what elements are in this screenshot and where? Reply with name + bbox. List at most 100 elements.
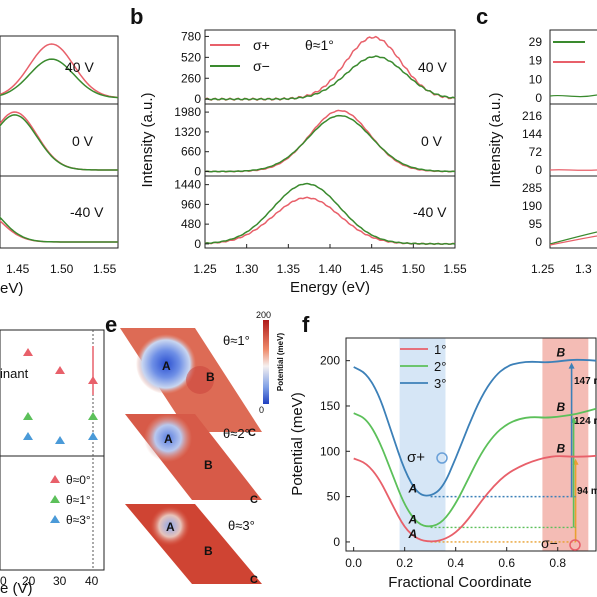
e-map1-site-a: A bbox=[162, 359, 171, 373]
b-ytick-label: 960 bbox=[181, 197, 201, 211]
panel-label-f: f bbox=[302, 312, 310, 337]
b-label-0v: 0 V bbox=[421, 133, 443, 149]
b-label-neg40v: -40 V bbox=[413, 204, 447, 220]
e-map3-site-a: A bbox=[166, 520, 175, 534]
d-text-inant: inant bbox=[0, 366, 29, 381]
b-ytick-label: 0 bbox=[194, 165, 201, 179]
f-site-marker-a-1: A bbox=[408, 527, 418, 541]
panel-e: e A B C θ≈1° A B C θ≈2° A B C θ≈3° bbox=[105, 310, 285, 586]
f-barrier-label-2: 124 m bbox=[574, 416, 597, 427]
b-subplot-frame-2 bbox=[204, 103, 456, 177]
d-marker-red-3 bbox=[88, 376, 98, 384]
a-curve-3-sigma-minus bbox=[0, 216, 118, 243]
f-ytick-label: 0 bbox=[333, 535, 340, 549]
f-ytick-label: 200 bbox=[320, 354, 340, 368]
d-xtick-1: 0 bbox=[0, 574, 7, 588]
f-curve-2 bbox=[353, 407, 597, 528]
f-legend-2: 2° bbox=[434, 359, 446, 374]
f-site-marker-b-2: B bbox=[556, 400, 565, 414]
panel-b: b σ+ σ− θ≈1° 40 V 0 V -40 V 780520260019… bbox=[130, 4, 467, 296]
a-subplot-frame-3 bbox=[0, 175, 119, 249]
b-ytick-label: 780 bbox=[181, 29, 201, 43]
panel-c-partial: c 29 19 10 0 216 144 72 0 285 190 95 0 1.25 1.3 Int… bbox=[476, 4, 597, 276]
b-curve-1-sigma-minus bbox=[204, 55, 456, 101]
d-marker-green-1 bbox=[23, 412, 33, 420]
f-xtick-label: 0.0 bbox=[345, 556, 362, 570]
b-ytick-label: 260 bbox=[181, 71, 201, 85]
b-ytick-label: 0 bbox=[194, 237, 201, 251]
f-rotate-icon-plus bbox=[436, 452, 448, 464]
a-curve-2-sigma-plus bbox=[0, 111, 118, 171]
b-ytick-label: 1980 bbox=[174, 105, 201, 119]
a-curve-2-sigma-minus bbox=[0, 114, 118, 171]
b-curve-2-sigma-minus bbox=[204, 114, 456, 173]
d-marker-blue-3 bbox=[88, 432, 98, 440]
b-xtick-label: 1.25 bbox=[193, 262, 217, 276]
d-legend-marker-2 bbox=[50, 515, 60, 523]
b-curve-2-sigma-plus bbox=[204, 109, 456, 173]
e-heatmap-2: A B C θ≈2° bbox=[125, 414, 262, 506]
d-xlabel: e (V) bbox=[0, 580, 33, 597]
c-ytick-label: 19 bbox=[529, 54, 543, 68]
c-ytick-label: 190 bbox=[522, 199, 542, 213]
a-xtick-1: 1.45 bbox=[6, 262, 30, 276]
b-xtick-label: 1.50 bbox=[402, 262, 426, 276]
d-marker-blue-2 bbox=[55, 436, 65, 444]
c-subplot-frame-2 bbox=[549, 103, 597, 177]
c-ytick-label: 216 bbox=[522, 109, 542, 123]
c-ytick-label: 0 bbox=[535, 91, 542, 105]
c-ytick-label: 10 bbox=[529, 72, 543, 86]
f-site-marker-b-3: B bbox=[556, 346, 565, 360]
e-map2-label: θ≈2° bbox=[223, 426, 250, 441]
a-xtick-2: 1.50 bbox=[50, 262, 74, 276]
b-ytick-label: 520 bbox=[181, 50, 201, 64]
f-band-sigma-plus bbox=[399, 338, 446, 551]
e-map1-region-b bbox=[186, 366, 214, 394]
c-curve-bottom-green bbox=[549, 231, 597, 245]
c-ytick-label: 144 bbox=[522, 127, 542, 141]
c-ytick-label: 0 bbox=[535, 163, 542, 177]
d-marker-red-1 bbox=[23, 348, 33, 356]
a-label-0v: 0 V bbox=[72, 133, 94, 149]
b-xlabel: Energy (eV) bbox=[290, 279, 370, 296]
d-plot-frame bbox=[0, 329, 105, 571]
e-colorbar-title: Potential (meV) bbox=[276, 333, 285, 392]
b-xtick-label: 1.30 bbox=[235, 262, 259, 276]
e-map1-well-a bbox=[136, 334, 196, 394]
panel-d-partial: inant θ≈0° θ≈1° θ≈3° 0 20 30 40 e (V) bbox=[0, 329, 105, 597]
d-legend-marker-1 bbox=[50, 495, 60, 503]
c-curve-top bbox=[549, 94, 597, 98]
f-ytick-label: 150 bbox=[320, 399, 340, 413]
e-heatmap-1: A B C θ≈1° bbox=[120, 328, 262, 439]
panel-a-partial: 40 V 0 V -40 V 1.45 1.50 1.55 eV) bbox=[0, 35, 119, 297]
e-colorbar-min: 0 bbox=[259, 405, 264, 415]
f-plot-frame bbox=[345, 337, 597, 552]
b-ytick-label: 660 bbox=[181, 145, 201, 159]
panel-label-b: b bbox=[130, 4, 143, 29]
f-band-label-sigma-plus: σ+ bbox=[407, 449, 425, 466]
b-xtick-label: 1.55 bbox=[443, 262, 467, 276]
e-map1-site-b: B bbox=[206, 370, 215, 384]
b-legend-sigma-plus: σ+ bbox=[253, 37, 270, 53]
f-xtick-label: 0.8 bbox=[549, 556, 566, 570]
e-map1-label: θ≈1° bbox=[223, 333, 250, 348]
a-label-40v: 40 V bbox=[65, 59, 94, 75]
d-xtick-2: 20 bbox=[22, 574, 36, 588]
f-ylabel: Potential (meV) bbox=[289, 392, 306, 495]
f-barrier-label-1: 94 m bbox=[577, 486, 597, 497]
f-rotate-icon-minus bbox=[569, 539, 581, 551]
a-curve-1-sigma-minus bbox=[0, 58, 119, 99]
d-xtick-3: 30 bbox=[53, 574, 67, 588]
f-site-marker-b-1: B bbox=[556, 442, 565, 456]
f-curve-3 bbox=[353, 358, 597, 497]
a-label-neg40v: -40 V bbox=[70, 204, 104, 220]
panel-label-e: e bbox=[105, 312, 117, 337]
b-ytick-label: 1320 bbox=[174, 125, 201, 139]
c-curve-mid bbox=[549, 169, 597, 171]
b-ylabel: Intensity (a.u.) bbox=[139, 92, 156, 187]
d-marker-red-2 bbox=[55, 366, 65, 374]
c-ytick-label: 285 bbox=[522, 181, 542, 195]
e-map2-site-c: C bbox=[250, 494, 258, 506]
